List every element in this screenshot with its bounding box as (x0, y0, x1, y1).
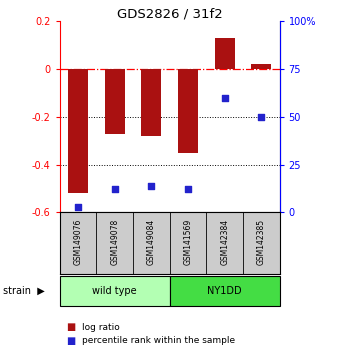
Text: GSM149076: GSM149076 (74, 219, 83, 266)
Text: ■: ■ (66, 336, 76, 346)
Title: GDS2826 / 31f2: GDS2826 / 31f2 (117, 7, 223, 20)
Bar (214, 38, 235, 69)
Bar (105, 69, 125, 133)
Text: wild type: wild type (92, 286, 137, 296)
Bar (60, 276, 169, 306)
Text: GSM142384: GSM142384 (220, 219, 229, 265)
Text: GSM149084: GSM149084 (147, 219, 156, 265)
Bar (141, 69, 161, 136)
Bar (169, 276, 280, 306)
Text: NY1DD: NY1DD (207, 286, 242, 296)
Text: GSM142385: GSM142385 (257, 219, 266, 265)
Text: ■: ■ (66, 322, 76, 332)
Text: GSM141569: GSM141569 (183, 219, 192, 265)
Point (258, 114, 264, 120)
Point (112, 187, 117, 192)
Point (222, 95, 227, 101)
Bar (178, 69, 198, 153)
Text: strain  ▶: strain ▶ (3, 286, 45, 296)
Text: GSM149078: GSM149078 (110, 219, 119, 265)
Point (75, 204, 81, 210)
Text: log ratio: log ratio (82, 323, 120, 332)
Bar (251, 64, 271, 69)
Point (149, 183, 154, 188)
Text: percentile rank within the sample: percentile rank within the sample (82, 336, 235, 345)
Point (185, 187, 191, 192)
Bar (68, 69, 88, 193)
